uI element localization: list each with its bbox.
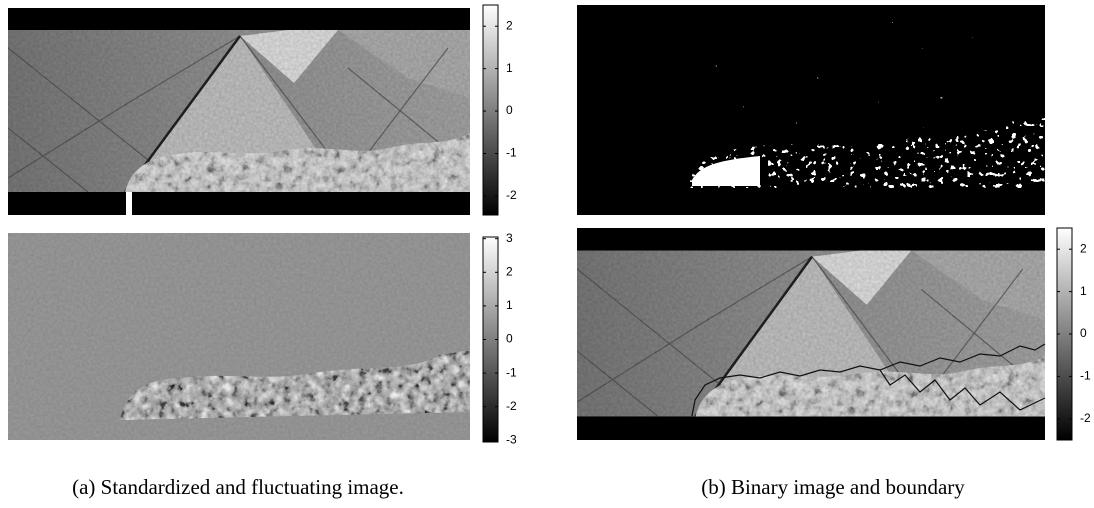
page: 2 1 0 -1 -2 3 2 1 0 -1 -2 -3 2 1 0 -1 -2 (a) Standardize…	[0, 0, 1094, 508]
fluctuating-image	[8, 233, 470, 440]
boundary-image	[577, 228, 1045, 440]
colorbar-tick-label: 0	[506, 103, 513, 117]
colorbar-tick-label: 0	[1080, 326, 1087, 340]
colorbar-tick-label: 2	[506, 264, 513, 278]
colorbar-tick-label: 1	[1080, 284, 1087, 298]
colorbar: 2 1 0 -1 -2	[483, 5, 517, 215]
caption: (b) Binary image and boundary	[701, 475, 965, 499]
colorbar-tick-label: 1	[506, 298, 513, 312]
colorbar-tick-label: -2	[506, 188, 517, 202]
colorbar-tick-label: -1	[506, 146, 517, 160]
colorbar: 3 2 1 0 -1 -2 -3	[483, 231, 517, 447]
colorbar-tick-label: -2	[1080, 411, 1091, 425]
colorbar-tick-label: -1	[1080, 369, 1091, 383]
colorbar-tick-label: 2	[506, 18, 513, 32]
colorbar-tick-label: 2	[1080, 241, 1087, 255]
colorbar-tick-label: 1	[506, 61, 513, 75]
colorbar-tick-label: -1	[506, 365, 517, 379]
binary-image	[577, 5, 1045, 215]
colorbar-gradient	[483, 5, 498, 215]
colorbar: 2 1 0 -1 -2	[1057, 228, 1091, 440]
standardized-image	[8, 8, 470, 215]
colorbar-tick-label: -2	[506, 399, 517, 413]
colorbar-tick-label: -3	[506, 432, 517, 446]
colorbar-tick-label: 3	[506, 231, 513, 245]
colorbar-tick-label: 0	[506, 332, 513, 346]
caption: (a) Standardized and fluctuating image.	[72, 475, 404, 499]
figure: 2 1 0 -1 -2 3 2 1 0 -1 -2 -3 2 1 0 -1 -2 (a) Standardize…	[0, 0, 1094, 508]
